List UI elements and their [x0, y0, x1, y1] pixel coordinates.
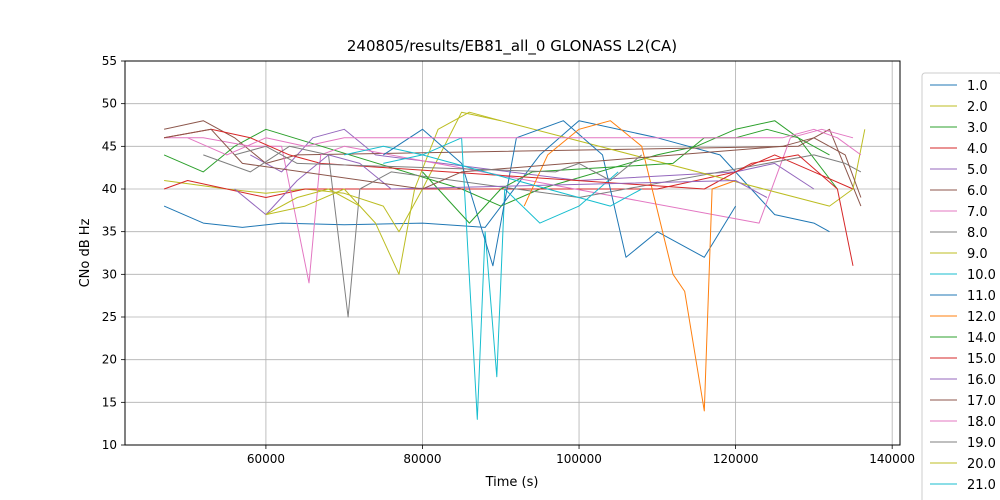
y-tick-label: 10 [102, 438, 117, 452]
legend-label: 4.0 [967, 142, 988, 157]
series-line-18-0 [187, 128, 862, 156]
y-tick-label: 55 [102, 54, 117, 68]
legend-label: 16.0 [967, 373, 996, 388]
series-line-9-0 [265, 111, 866, 275]
y-tick-label: 45 [102, 139, 117, 153]
legend-items: 1.0 2.0 3.0 4.0 5.0 6.0 7.0 8.0 9.0 10.0 11.0 12.0 1… [930, 79, 996, 493]
legend-label: 2.0 [967, 100, 988, 115]
series-line-21-0 [383, 154, 642, 207]
legend-label: 20.0 [967, 457, 996, 472]
series-line-12-0 [523, 120, 736, 412]
y-tick-label: 15 [102, 395, 117, 409]
series-line-7-0 [164, 128, 854, 284]
x-axis-ticks: 60000 80000 100000 120000 140000 [247, 445, 915, 466]
x-axis-label: Time (s) [485, 475, 539, 490]
legend-label: 12.0 [967, 310, 996, 325]
legend-label: 3.0 [967, 121, 988, 136]
legend-label: 10.0 [967, 268, 996, 283]
legend-label: 17.0 [967, 394, 996, 409]
x-tick-label: 120000 [713, 452, 759, 466]
x-tick-label: 80000 [403, 452, 441, 466]
series-line-14-0 [422, 128, 830, 224]
chart-title: 240805/results/EB81_all_0 GLONASS L2(CA) [347, 37, 677, 56]
y-tick-label: 20 [102, 353, 117, 367]
legend-label: 8.0 [967, 226, 988, 241]
series-line-15-0 [164, 128, 854, 266]
x-tick-label: 60000 [247, 452, 285, 466]
legend-label: 9.0 [967, 247, 988, 262]
series-line-17-0 [164, 128, 862, 198]
series-line-8-0 [203, 145, 862, 318]
legend-label: 15.0 [967, 352, 996, 367]
legend-label: 18.0 [967, 415, 996, 430]
legend-label: 6.0 [967, 184, 988, 199]
y-tick-label: 30 [102, 267, 117, 281]
legend-label: 1.0 [967, 79, 988, 94]
series-line-6-0 [163, 120, 862, 207]
series-line-11-0 [383, 120, 737, 267]
y-tick-label: 25 [102, 310, 117, 324]
plot-frame [124, 60, 901, 446]
series-line-20-0 [265, 188, 361, 216]
legend-label: 11.0 [967, 289, 996, 304]
series-lines [163, 111, 866, 420]
x-tick-label: 100000 [556, 452, 602, 466]
y-tick-label: 50 [102, 97, 117, 111]
legend-label: 14.0 [967, 331, 996, 346]
series-line-16-0 [234, 154, 768, 216]
legend-label: 19.0 [967, 436, 996, 451]
series-line-10-0 [344, 137, 619, 420]
y-axis-label: CNo dB Hz [78, 218, 93, 287]
legend-label: 7.0 [967, 205, 988, 220]
legend-label: 5.0 [967, 163, 988, 178]
grid-lines [125, 60, 900, 446]
series-line-2-0 [164, 111, 501, 233]
y-axis-ticks: 10 15 20 25 30 35 40 45 50 55 [102, 54, 125, 452]
legend-box [921, 72, 1000, 500]
y-tick-label: 35 [102, 225, 117, 239]
legend: 1.0 2.0 3.0 4.0 5.0 6.0 7.0 8.0 9.0 10.0 11.0 12.0 1… [921, 72, 1000, 500]
series-line-4-0 [163, 154, 854, 198]
series-line-19-0 [234, 145, 643, 181]
legend-label: 21.0 [967, 478, 996, 493]
x-tick-label: 140000 [869, 452, 915, 466]
y-tick-label: 40 [102, 182, 117, 196]
